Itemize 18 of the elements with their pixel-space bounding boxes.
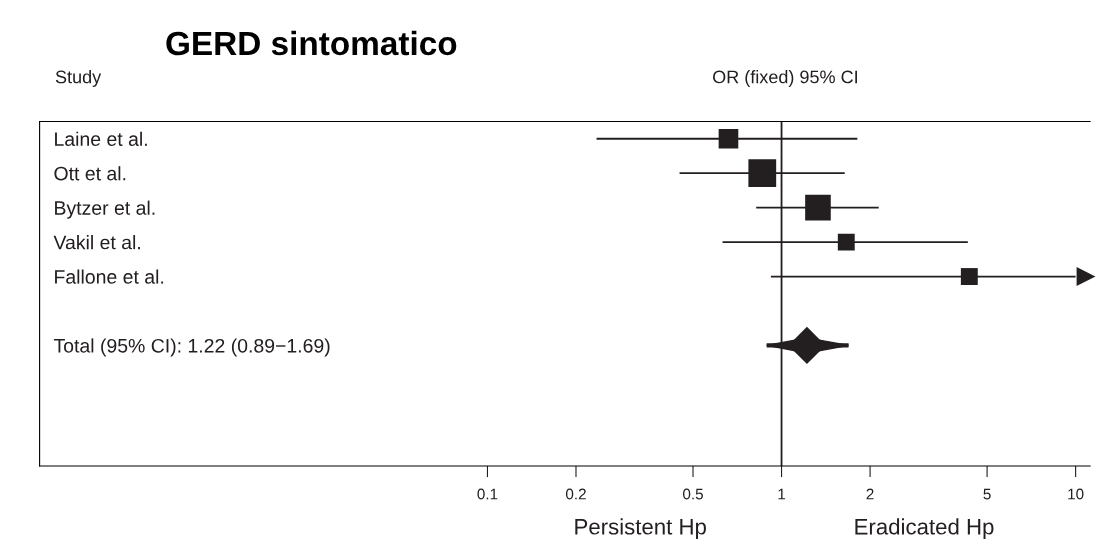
text: Study [55, 70, 102, 87]
text: OR (fixed) 95% CI [713, 70, 857, 87]
x-tick-label: 2 [866, 488, 874, 500]
x-tick-label: 10 [1068, 488, 1084, 500]
x-tick-label: 5 [983, 488, 991, 500]
text: Eradicated Hp [855, 518, 994, 540]
y-tick-label: Bytzer et al. [55, 200, 155, 219]
x-tick-label: 1 [778, 488, 786, 500]
y-tick-label: Vakil et al. [53, 235, 140, 250]
y-tick-label: Laine et al. [55, 131, 147, 146]
x-tick-label: 0.5 [682, 488, 703, 500]
y-tick-label: Total (95% CI): 1.22 (0.89−1.69) [53, 338, 330, 357]
chart-title: GERD sintomatico [166, 30, 457, 56]
y-tick-label: Fallone et al. [55, 269, 164, 284]
x-tick-label: 0.1 [477, 488, 498, 500]
y-tick-label: Ott et al. [54, 166, 126, 181]
text: Persistent Hp [575, 518, 706, 540]
x-tick-label: 0.2 [565, 488, 586, 500]
